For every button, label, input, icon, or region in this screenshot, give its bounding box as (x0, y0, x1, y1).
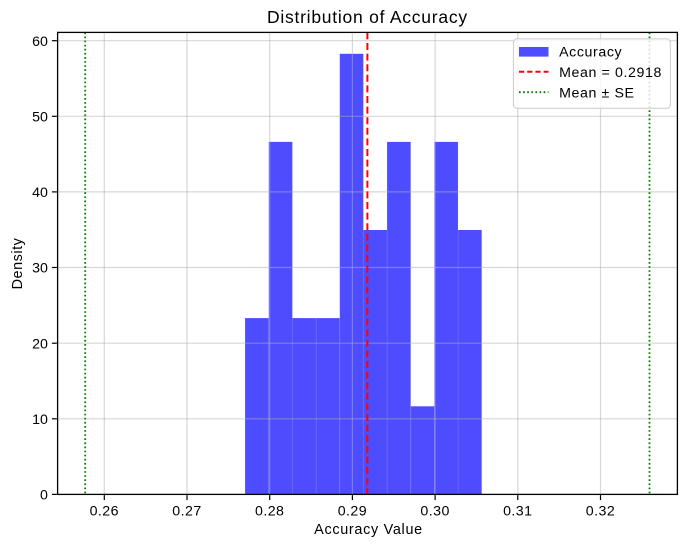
svg-text:0.27: 0.27 (172, 503, 201, 519)
svg-text:0: 0 (40, 488, 48, 504)
svg-text:0.32: 0.32 (586, 503, 615, 519)
svg-text:20: 20 (32, 336, 48, 352)
svg-text:0.31: 0.31 (503, 503, 532, 519)
svg-text:0.30: 0.30 (420, 503, 449, 519)
svg-text:0.29: 0.29 (338, 503, 367, 519)
svg-text:50: 50 (32, 109, 48, 125)
svg-text:10: 10 (32, 412, 48, 428)
svg-text:0.28: 0.28 (255, 503, 284, 519)
svg-text:Distribution of Accuracy: Distribution of Accuracy (267, 7, 468, 27)
svg-text:Mean = 0.2918: Mean = 0.2918 (559, 65, 662, 81)
svg-text:Accuracy: Accuracy (559, 45, 622, 61)
svg-text:40: 40 (32, 185, 48, 201)
svg-text:Density: Density (10, 237, 26, 289)
svg-text:60: 60 (32, 34, 48, 50)
svg-text:30: 30 (32, 261, 48, 277)
svg-text:Accuracy Value: Accuracy Value (314, 522, 423, 538)
svg-text:Mean ± SE: Mean ± SE (559, 85, 635, 101)
svg-text:0.26: 0.26 (90, 503, 119, 519)
